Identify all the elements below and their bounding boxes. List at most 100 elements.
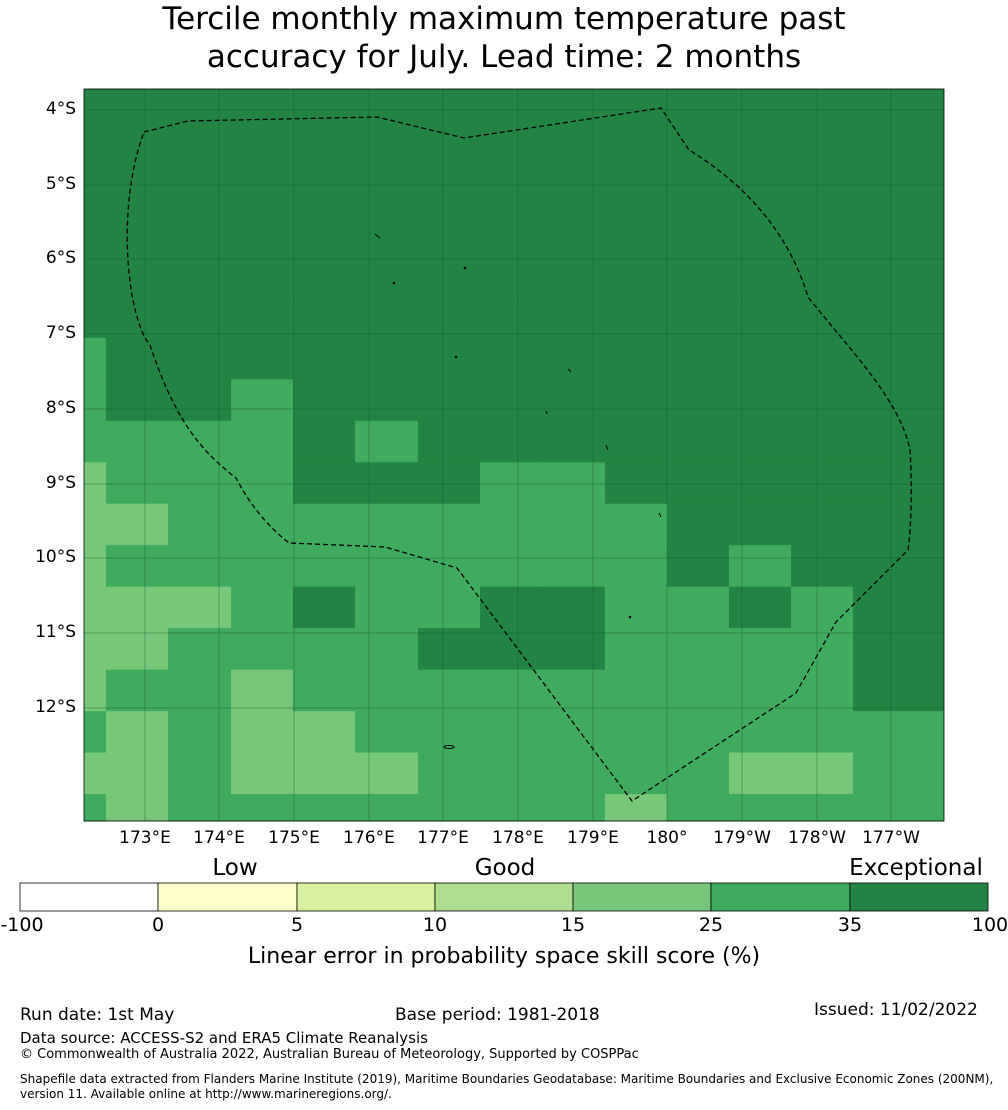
skill-cell [667,379,730,422]
skill-cell [542,669,606,712]
skill-cell [418,711,481,754]
skill-cell [853,337,917,380]
skill-cell [605,503,668,546]
latitude-label: 10°S [35,547,76,567]
skill-cell [853,254,917,297]
skill-cell [418,586,481,629]
skill-cell [106,586,169,629]
skill-cell [480,586,543,629]
colorbar-swatch [434,882,574,912]
skill-cell [605,586,668,629]
skill-cell [916,503,944,546]
skill-cell [667,254,730,297]
colorbar-tick-label: 0 [151,914,165,936]
skill-cell [729,379,792,422]
skill-cell [231,711,294,754]
island [628,615,632,619]
skill-cell [418,296,481,339]
shapefile-credit-line-1: Shapefile data extracted from Flanders M… [20,1072,994,1086]
skill-cell [667,711,730,754]
skill-cell [853,171,917,214]
latitude-label: 11°S [35,622,76,642]
skill-cell [418,462,481,505]
issued-date: Issued: 11/02/2022 [814,1000,978,1020]
skill-cell [84,545,107,588]
skill-cell [542,545,606,588]
skill-cell [231,586,294,629]
longitude-label: 178°E [492,828,544,848]
island [545,410,548,415]
skill-cell [84,586,107,629]
skill-cell [168,545,232,588]
base-period: Base period: 1981-2018 [395,1005,600,1025]
skill-cell [480,794,543,822]
skill-cell [916,89,944,131]
skill-cell [293,213,356,256]
skill-cell [667,545,730,588]
skill-cell [231,794,294,822]
skill-cell [231,296,294,339]
skill-cell [168,586,232,629]
skill-cell [605,628,668,671]
skill-cell [168,462,232,505]
skill-cell [667,213,730,256]
colorbar-tick-label: 35 [837,914,863,936]
skill-cell [853,669,917,712]
skill-cell [418,379,481,422]
skill-cell [729,794,792,822]
skill-cell [106,628,169,671]
skill-cell [231,130,294,173]
skill-cell [916,254,944,297]
skill-cell [605,752,668,795]
skill-cell [729,89,792,131]
skill-cell [729,586,792,629]
skill-cell [231,462,294,505]
skill-cell [293,171,356,214]
skill-cell [355,296,419,339]
skill-cell [106,503,169,546]
skill-cell [480,462,543,505]
skill-cell [729,337,792,380]
skill-cell [853,752,917,795]
skill-cell [791,296,854,339]
skill-cell [84,669,107,712]
skill-cell [293,89,356,131]
skill-cell [791,503,854,546]
skill-cell [480,503,543,546]
skill-cell [355,213,419,256]
skill-cell [480,669,543,712]
copyright: © Commonwealth of Australia 2022, Austra… [20,1047,639,1062]
skill-cell [231,669,294,712]
skill-cell [168,213,232,256]
skill-cell [106,337,169,380]
skill-cell [418,752,481,795]
skill-cell [791,379,854,422]
skill-cell [355,669,419,712]
skill-cell [355,503,419,546]
skill-cell [542,794,606,822]
skill-cell [106,254,169,297]
skill-cell [231,89,294,131]
skill-cell [729,420,792,463]
longitude-label: 178°W [788,828,846,848]
skill-cell [729,254,792,297]
skill-cell [480,130,543,173]
colorbar-swatch [296,882,436,912]
skill-cell [84,628,107,671]
skill-cell [418,337,481,380]
skill-cell [916,752,944,795]
skill-cell [542,296,606,339]
skill-cell [106,711,169,754]
skill-cell [853,89,917,131]
skill-cell [480,379,543,422]
shapefile-credit-line-2: version 11. Available online at http://w… [20,1087,392,1101]
colorbar-label: Linear error in probability space skill … [247,944,761,969]
longitude-label: 177°E [417,828,469,848]
island [658,512,662,518]
skill-cell [106,89,169,131]
colorbar-tick-label: 100 [971,914,1008,936]
island [374,233,381,239]
skill-cell [605,379,668,422]
skill-cell [916,337,944,380]
